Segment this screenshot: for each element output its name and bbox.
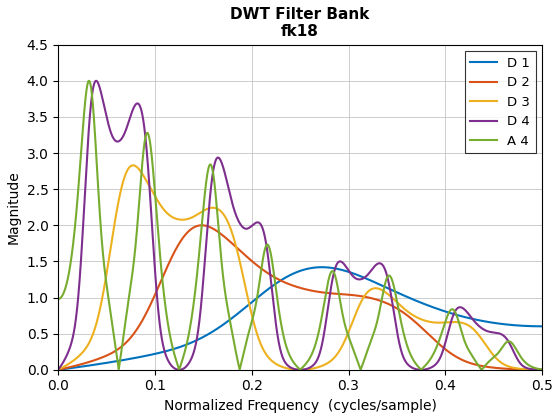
A 4 bbox=[86, 78, 92, 83]
D 1 bbox=[147, 352, 154, 357]
A 4 bbox=[155, 231, 161, 236]
D 3 bbox=[155, 199, 161, 204]
D 2 bbox=[271, 275, 278, 280]
D 2 bbox=[472, 362, 479, 367]
A 4 bbox=[55, 297, 62, 302]
A 4 bbox=[315, 333, 321, 338]
A 4 bbox=[147, 143, 154, 148]
D 1 bbox=[539, 324, 545, 329]
A 4 bbox=[271, 274, 278, 279]
A 4 bbox=[478, 367, 485, 372]
D 4 bbox=[55, 367, 62, 372]
D 3 bbox=[147, 186, 154, 191]
D 1 bbox=[319, 265, 325, 270]
D 2 bbox=[55, 367, 62, 372]
D 1 bbox=[55, 367, 62, 372]
D 2 bbox=[155, 285, 161, 290]
D 4 bbox=[315, 355, 321, 360]
D 4 bbox=[147, 200, 154, 205]
D 3 bbox=[539, 367, 545, 372]
D 4 bbox=[272, 319, 279, 324]
Y-axis label: Magnitude: Magnitude bbox=[7, 171, 21, 244]
D 1 bbox=[271, 282, 278, 287]
X-axis label: Normalized Frequency  (cycles/sample): Normalized Frequency (cycles/sample) bbox=[164, 399, 437, 413]
D 3 bbox=[472, 329, 479, 334]
D 1 bbox=[315, 265, 321, 270]
Title: DWT Filter Bank
fk18: DWT Filter Bank fk18 bbox=[231, 7, 370, 39]
D 2 bbox=[315, 289, 321, 294]
D 2 bbox=[272, 276, 279, 281]
D 4 bbox=[539, 367, 545, 372]
D 2 bbox=[198, 223, 205, 228]
D 2 bbox=[147, 302, 154, 307]
A 4 bbox=[472, 359, 479, 364]
Line: A 4: A 4 bbox=[58, 81, 542, 370]
Line: D 3: D 3 bbox=[58, 165, 542, 370]
D 4 bbox=[155, 307, 161, 312]
Line: D 2: D 2 bbox=[58, 225, 542, 370]
D 4 bbox=[271, 308, 278, 313]
Line: D 4: D 4 bbox=[58, 81, 542, 370]
D 2 bbox=[539, 367, 545, 372]
D 1 bbox=[472, 317, 479, 322]
D 3 bbox=[315, 365, 321, 370]
D 3 bbox=[55, 367, 62, 372]
D 3 bbox=[272, 361, 279, 366]
A 4 bbox=[272, 284, 279, 289]
D 3 bbox=[130, 163, 137, 168]
A 4 bbox=[539, 367, 545, 372]
D 1 bbox=[272, 281, 279, 286]
D 3 bbox=[271, 360, 278, 365]
D 1 bbox=[155, 351, 161, 356]
Legend: D 1, D 2, D 3, D 4, A 4: D 1, D 2, D 3, D 4, A 4 bbox=[465, 51, 535, 153]
Line: D 1: D 1 bbox=[58, 267, 542, 370]
D 4 bbox=[93, 78, 100, 83]
D 4 bbox=[472, 320, 479, 325]
